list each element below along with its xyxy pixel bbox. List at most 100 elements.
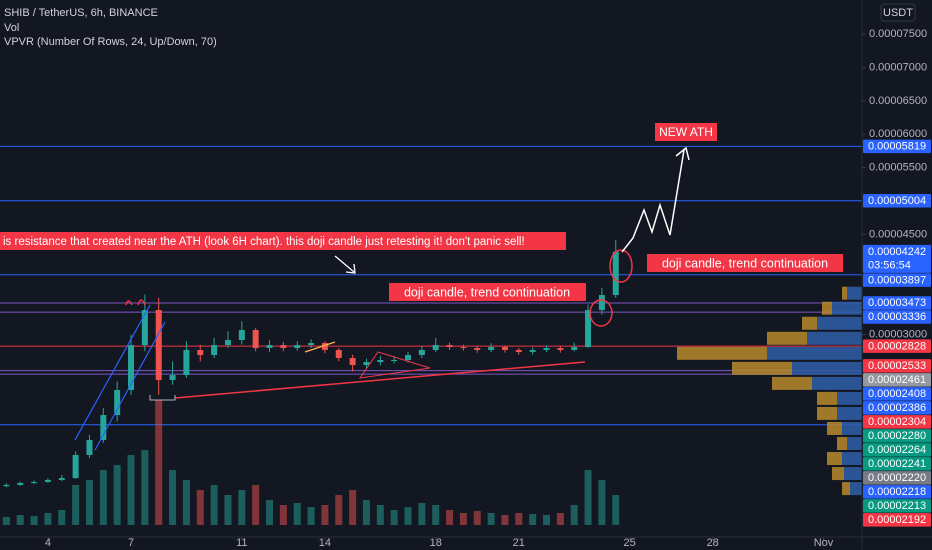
volume-bar (307, 507, 315, 525)
price-label: 0.00002408 (868, 388, 926, 400)
volume-bar (72, 485, 80, 525)
drawings (74, 146, 690, 451)
profile-down (837, 436, 847, 450)
volume-bar (473, 511, 481, 525)
profile-up (842, 452, 862, 466)
y-tick-label: 0.00007500 (869, 28, 927, 40)
price-label-box (863, 471, 931, 485)
annotation: doji candle, trend continuation (404, 285, 570, 299)
x-tick-label: Nov (814, 537, 834, 549)
volume-bar (432, 505, 440, 525)
profile-down (817, 406, 837, 420)
x-tick-label: 11 (236, 537, 247, 549)
volume-bar (127, 455, 135, 525)
volume-bar (584, 470, 592, 525)
candle-body (543, 348, 550, 350)
volume-bar (16, 515, 24, 525)
marker (125, 299, 146, 306)
volume-bar (612, 495, 620, 525)
y-tick-label: 0.00003000 (869, 329, 927, 341)
volume-bar (349, 490, 357, 525)
price-label-box (863, 296, 931, 310)
candle-body (377, 360, 384, 363)
volume-bar (335, 495, 343, 525)
price-label-box (863, 401, 931, 415)
candle-body (585, 310, 592, 348)
x-tick-label: 7 (128, 537, 134, 549)
price-label-box (863, 273, 931, 287)
profile-down (827, 421, 842, 435)
price-label: 0.00002461 (868, 374, 926, 386)
volume-bar (155, 400, 163, 525)
trend-line (174, 361, 586, 399)
y-tick-label: 0.00007000 (869, 61, 927, 73)
volume-bar (446, 510, 454, 525)
volume-bar (418, 503, 426, 525)
candle-body (571, 347, 578, 350)
candle-body (294, 345, 301, 349)
candle-body (501, 347, 508, 350)
profile-up (847, 436, 862, 450)
candle-body (529, 349, 536, 352)
price-label: 0.00002220 (868, 472, 926, 484)
candle-body (224, 340, 231, 346)
price-label-box (863, 359, 931, 373)
candle-body (405, 354, 412, 361)
profile-down (832, 467, 844, 481)
annotation-box (647, 254, 843, 272)
trend-line (304, 341, 336, 353)
candle-body (266, 345, 273, 349)
annotation-box (655, 123, 717, 141)
indicator-label: VPVR (Number Of Rows, 24, Up/Down, 70) (4, 36, 217, 48)
annotation: NEW ATH (659, 125, 713, 139)
profile-up (812, 376, 862, 390)
profile-down (822, 301, 832, 315)
chart-title: SHIB / TetherUS, 6h, BINANCE (4, 7, 158, 19)
x-tick-label: 4 (45, 537, 51, 549)
candle-body (557, 348, 564, 350)
profile-down (842, 482, 850, 496)
price-label: 0.00002304 (868, 416, 926, 428)
price-label: 0.00004242 (868, 246, 926, 258)
countdown: 03:56:54 (868, 259, 911, 271)
volume-bar (169, 470, 177, 525)
price-label: 0.00002386 (868, 402, 926, 414)
price-label-box (863, 194, 931, 208)
channel-line (74, 304, 151, 441)
candle-body (321, 343, 328, 350)
volume-bar (266, 500, 274, 525)
volume-bar (279, 505, 287, 525)
circle (589, 299, 613, 327)
candle-body (58, 478, 65, 480)
candle-body (474, 348, 481, 350)
candle-body (155, 310, 162, 381)
profile-up (767, 346, 862, 360)
volume-bar (362, 500, 370, 525)
arrow-head (675, 146, 690, 161)
profile-down (677, 346, 767, 360)
y-tick-label: 0.00006500 (869, 95, 927, 107)
price-label-box (863, 373, 931, 387)
volume-bar (556, 513, 564, 525)
price-label: 0.00005004 (868, 195, 926, 207)
candle-body (100, 415, 107, 441)
currency-button[interactable] (880, 3, 916, 22)
x-tick-label: 28 (707, 537, 719, 549)
candle-body (598, 295, 605, 311)
profile-up (842, 421, 862, 435)
price-label-box (863, 339, 931, 353)
candle-body (418, 349, 425, 355)
candle-body (612, 251, 619, 296)
axis-layer: 0.00007500 0.00007000 0.00006500 0.00006000… (45, 28, 931, 549)
profile-down (802, 316, 817, 330)
volume-bar (113, 465, 121, 525)
annotation-box (389, 283, 586, 301)
price-label: 0.00002192 (868, 514, 926, 526)
candle-body (460, 347, 467, 349)
candle-body (197, 349, 204, 355)
volume-bar (252, 485, 260, 525)
volume-bar (390, 510, 398, 525)
price-label-box (863, 429, 931, 443)
price-label-box (863, 310, 931, 324)
annotation: doji candle, trend continuation (662, 256, 828, 270)
